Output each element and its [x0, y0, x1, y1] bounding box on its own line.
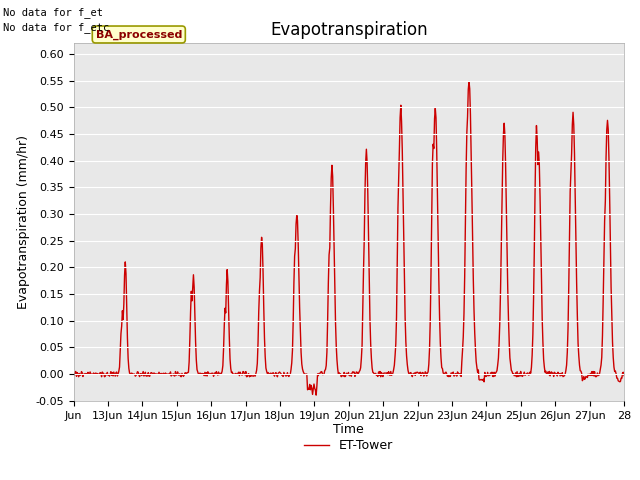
- Legend: ET-Tower: ET-Tower: [299, 434, 399, 457]
- X-axis label: Time: Time: [333, 423, 364, 436]
- ET-Tower: [134, 369, 142, 375]
- ET-Tower: [284, 370, 291, 376]
- Text: No data for f_etc: No data for f_etc: [3, 22, 109, 33]
- Line: ET-Tower: ET-Tower: [74, 82, 624, 395]
- ET-Tower: [263, 368, 271, 374]
- ET-Tower: [437, 355, 445, 361]
- Text: BA_processed: BA_processed: [95, 29, 182, 40]
- Y-axis label: Evapotranspiration (mm/hr): Evapotranspiration (mm/hr): [17, 135, 29, 309]
- Text: No data for f_et: No data for f_et: [3, 7, 103, 18]
- Title: Evapotranspiration: Evapotranspiration: [270, 21, 428, 39]
- ET-Tower: [620, 372, 628, 378]
- ET-Tower: [406, 370, 414, 376]
- ET-Tower: [312, 392, 320, 398]
- ET-Tower: [465, 79, 473, 84]
- ET-Tower: [236, 373, 243, 379]
- ET-Tower: [70, 372, 77, 378]
